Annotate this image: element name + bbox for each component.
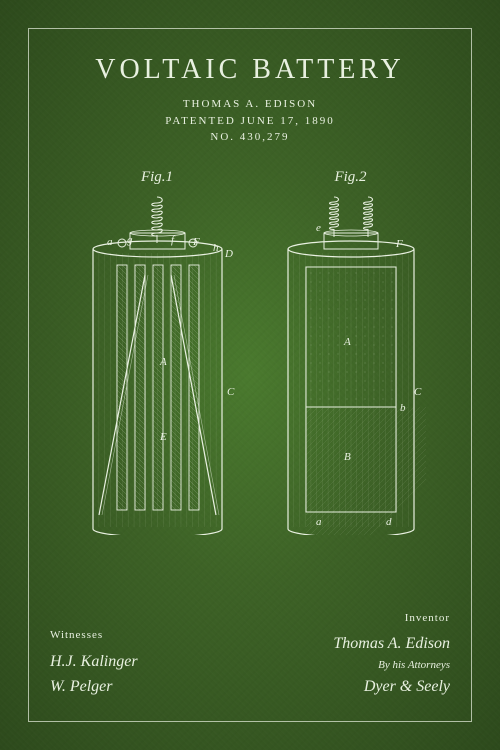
svg-text:F: F [192, 236, 200, 248]
patent-header: VOLTAIC BATTERY THOMAS A. EDISON PATENTE… [0, 54, 500, 146]
fig1-drawing: agfFhDAEC [75, 195, 240, 535]
figure-1: Fig.1 agfFhDAEC [75, 195, 240, 535]
fig1-label: Fig.1 [141, 169, 173, 186]
figure-2: Fig.2 eFABCbad [276, 195, 426, 535]
svg-text:A: A [159, 356, 167, 368]
svg-text:a: a [107, 236, 113, 248]
patent-number-line: NO. 430,279 [0, 129, 500, 146]
attorney-prefix: By his Attorneys [333, 657, 450, 675]
attorney-signature: Dyer & Seely [333, 674, 450, 700]
svg-text:E: E [159, 431, 167, 443]
inventor-signature: Thomas A. Edison [333, 631, 450, 657]
svg-text:B: B [344, 451, 351, 463]
svg-text:b: b [400, 402, 406, 414]
fig2-drawing: e F A B Cb a d [276, 195, 426, 535]
svg-text:A: A [343, 336, 351, 348]
witnesses-heading: Witnesses [50, 627, 138, 645]
inventor-block: Inventor Thomas A. Edison By his Attorne… [333, 610, 450, 700]
svg-text:e: e [316, 222, 321, 234]
patent-title: VOLTAIC BATTERY [0, 54, 500, 86]
witnesses-block: Witnesses H.J. Kalinger W. Pelger [50, 627, 138, 700]
svg-text:g: g [127, 234, 133, 246]
witness-2: W. Pelger [50, 674, 138, 700]
inventor-heading: Inventor [333, 610, 450, 628]
svg-text:C: C [414, 386, 422, 398]
figures-row: Fig.1 agfFhDAEC Fig.2 eFABCbad [0, 195, 500, 535]
svg-text:d: d [386, 516, 392, 528]
witness-1: H.J. Kalinger [50, 649, 138, 675]
svg-text:C: C [227, 386, 235, 398]
inventor-line: THOMAS A. EDISON [0, 96, 500, 113]
svg-text:F: F [395, 238, 403, 250]
svg-text:a: a [316, 516, 322, 528]
patent-date-line: PATENTED JUNE 17, 1890 [0, 113, 500, 130]
fig2-label: Fig.2 [334, 169, 366, 186]
svg-text:h: h [213, 242, 219, 254]
svg-text:D: D [224, 248, 233, 260]
